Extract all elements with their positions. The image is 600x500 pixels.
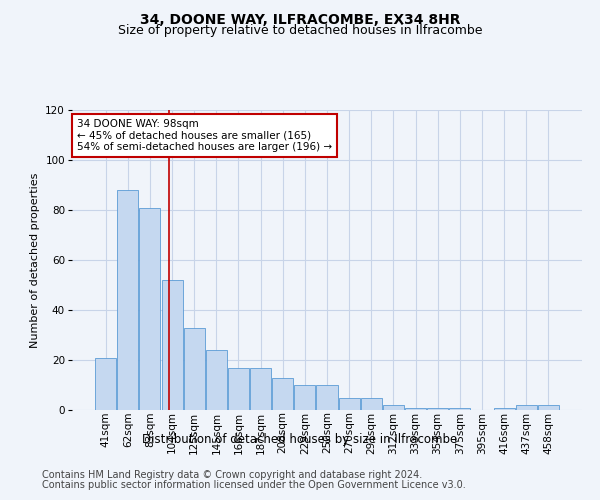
Bar [139, 208, 160, 410]
Text: Distribution of detached houses by size in Ilfracombe: Distribution of detached houses by size … [142, 432, 458, 446]
Text: 34, DOONE WAY, ILFRACOMBE, EX34 8HR: 34, DOONE WAY, ILFRACOMBE, EX34 8HR [140, 12, 460, 26]
Text: Contains public sector information licensed under the Open Government Licence v3: Contains public sector information licen… [42, 480, 466, 490]
Bar [449, 408, 470, 410]
Bar [184, 328, 205, 410]
Y-axis label: Number of detached properties: Number of detached properties [30, 172, 40, 348]
Bar [361, 398, 382, 410]
Bar [338, 398, 359, 410]
Bar [272, 378, 293, 410]
Text: Size of property relative to detached houses in Ilfracombe: Size of property relative to detached ho… [118, 24, 482, 37]
Bar [494, 408, 515, 410]
Bar [316, 385, 338, 410]
Bar [383, 405, 404, 410]
Bar [250, 368, 271, 410]
Text: 34 DOONE WAY: 98sqm
← 45% of detached houses are smaller (165)
54% of semi-detac: 34 DOONE WAY: 98sqm ← 45% of detached ho… [77, 119, 332, 152]
Bar [405, 408, 426, 410]
Bar [206, 350, 227, 410]
Bar [118, 190, 139, 410]
Bar [161, 280, 182, 410]
Text: Contains HM Land Registry data © Crown copyright and database right 2024.: Contains HM Land Registry data © Crown c… [42, 470, 422, 480]
Bar [427, 408, 448, 410]
Bar [295, 385, 316, 410]
Bar [228, 368, 249, 410]
Bar [95, 358, 116, 410]
Bar [538, 405, 559, 410]
Bar [515, 405, 536, 410]
